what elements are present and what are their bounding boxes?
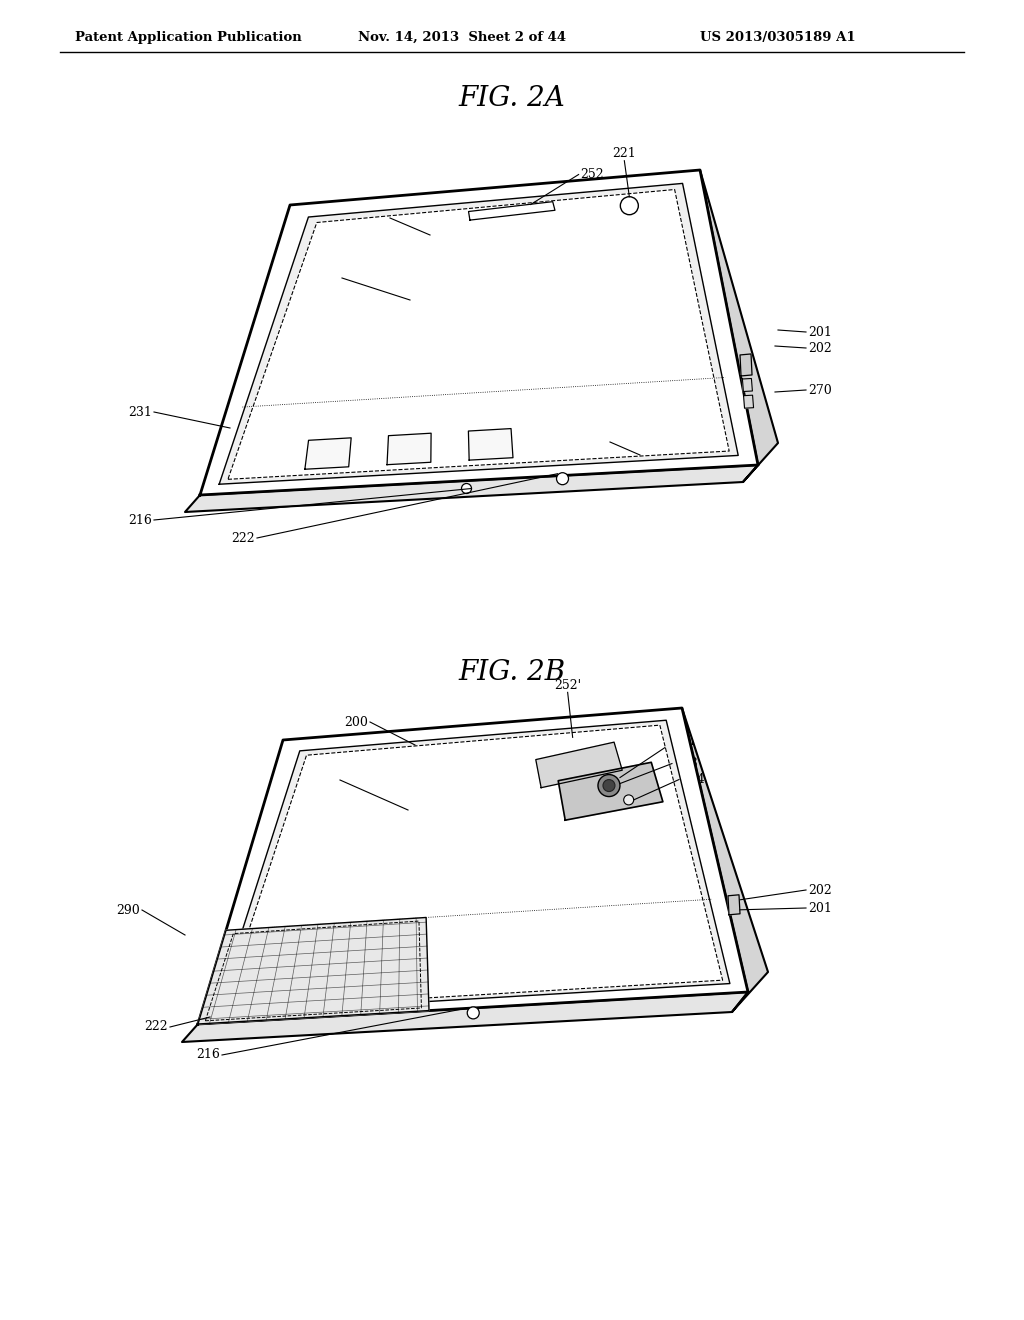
- Text: FIG. 2A: FIG. 2A: [459, 84, 565, 111]
- Text: 221: 221: [612, 148, 636, 160]
- Text: 222: 222: [231, 532, 255, 544]
- Text: 224: 224: [681, 774, 705, 785]
- Polygon shape: [743, 395, 754, 408]
- Polygon shape: [219, 183, 738, 484]
- Polygon shape: [536, 742, 623, 788]
- Circle shape: [598, 775, 620, 796]
- Text: 201: 201: [808, 326, 831, 338]
- Text: 221': 221': [667, 741, 694, 754]
- Text: 251: 251: [316, 272, 340, 285]
- Polygon shape: [387, 433, 431, 465]
- Polygon shape: [215, 721, 730, 1014]
- Circle shape: [621, 197, 638, 215]
- Text: 202: 202: [808, 883, 831, 896]
- Text: US 2013/0305189 A1: US 2013/0305189 A1: [700, 30, 856, 44]
- Text: 202: 202: [808, 342, 831, 355]
- Polygon shape: [558, 763, 663, 820]
- Polygon shape: [682, 708, 768, 1012]
- Polygon shape: [740, 354, 752, 376]
- Text: 216: 216: [128, 513, 152, 527]
- Text: 235: 235: [314, 774, 338, 787]
- Text: 290: 290: [117, 903, 140, 916]
- Polygon shape: [182, 993, 748, 1041]
- Text: 201: 201: [808, 902, 831, 915]
- Polygon shape: [700, 170, 778, 482]
- Circle shape: [556, 473, 568, 484]
- Text: 232: 232: [628, 455, 652, 469]
- Text: 200: 200: [344, 715, 368, 729]
- Text: 270: 270: [808, 384, 831, 396]
- Text: 200: 200: [365, 211, 388, 224]
- Polygon shape: [728, 895, 740, 915]
- Text: Nov. 14, 2013  Sheet 2 of 44: Nov. 14, 2013 Sheet 2 of 44: [358, 30, 566, 44]
- Polygon shape: [222, 725, 723, 1010]
- Text: Patent Application Publication: Patent Application Publication: [75, 30, 302, 44]
- Text: 252': 252': [554, 678, 582, 692]
- Text: 231: 231: [128, 405, 152, 418]
- Text: 222: 222: [144, 1020, 168, 1034]
- Polygon shape: [469, 202, 555, 220]
- Polygon shape: [468, 429, 513, 461]
- Polygon shape: [185, 465, 758, 512]
- Polygon shape: [305, 438, 351, 469]
- Polygon shape: [228, 190, 729, 479]
- Circle shape: [624, 795, 634, 805]
- Text: 252: 252: [581, 168, 604, 181]
- Circle shape: [467, 1007, 479, 1019]
- Polygon shape: [198, 708, 748, 1024]
- Polygon shape: [742, 379, 753, 392]
- Circle shape: [462, 483, 471, 494]
- Polygon shape: [200, 170, 758, 495]
- Text: FIG. 2B: FIG. 2B: [459, 659, 565, 685]
- Text: 223: 223: [674, 758, 697, 770]
- Text: 216: 216: [197, 1048, 220, 1061]
- Polygon shape: [198, 917, 429, 1024]
- Circle shape: [603, 780, 615, 792]
